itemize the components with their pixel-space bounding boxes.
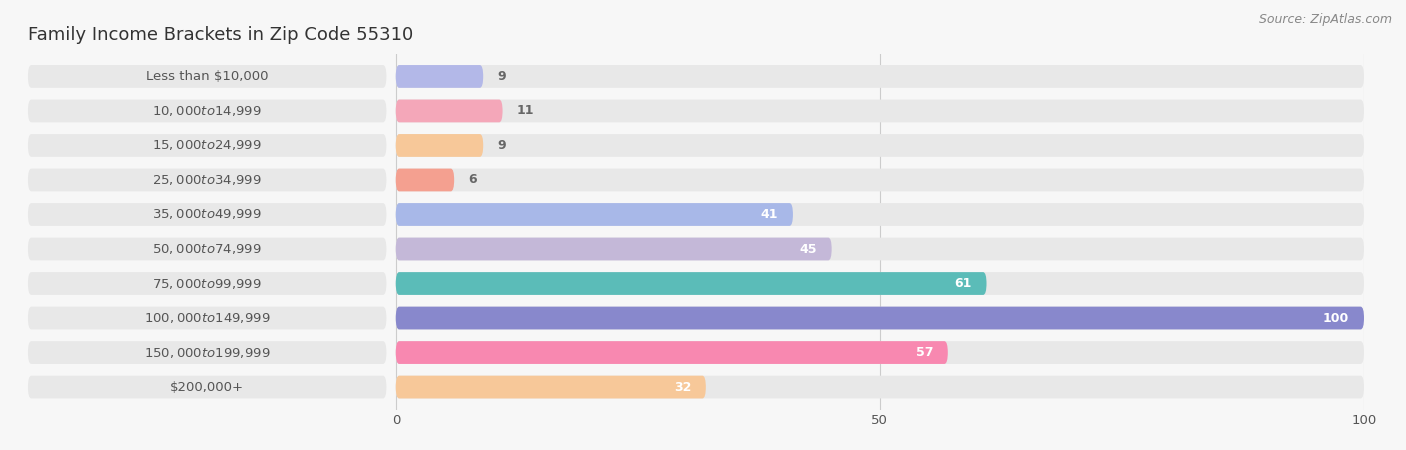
FancyBboxPatch shape	[395, 99, 1364, 122]
FancyBboxPatch shape	[28, 306, 387, 329]
Text: $35,000 to $49,999: $35,000 to $49,999	[152, 207, 262, 221]
FancyBboxPatch shape	[28, 376, 387, 398]
FancyBboxPatch shape	[395, 272, 1364, 295]
Text: $10,000 to $14,999: $10,000 to $14,999	[152, 104, 262, 118]
FancyBboxPatch shape	[395, 376, 706, 398]
FancyBboxPatch shape	[395, 306, 1364, 329]
Text: 100: 100	[1323, 311, 1350, 324]
Text: Family Income Brackets in Zip Code 55310: Family Income Brackets in Zip Code 55310	[28, 26, 413, 44]
Text: Source: ZipAtlas.com: Source: ZipAtlas.com	[1258, 14, 1392, 27]
FancyBboxPatch shape	[395, 238, 832, 261]
FancyBboxPatch shape	[395, 341, 1364, 364]
Text: $50,000 to $74,999: $50,000 to $74,999	[152, 242, 262, 256]
Text: $150,000 to $199,999: $150,000 to $199,999	[143, 346, 270, 360]
FancyBboxPatch shape	[395, 341, 948, 364]
FancyBboxPatch shape	[28, 134, 387, 157]
Text: 45: 45	[800, 243, 817, 256]
Text: Less than $10,000: Less than $10,000	[146, 70, 269, 83]
FancyBboxPatch shape	[28, 203, 387, 226]
Text: 11: 11	[517, 104, 534, 117]
FancyBboxPatch shape	[28, 341, 387, 364]
FancyBboxPatch shape	[395, 65, 1364, 88]
Text: 32: 32	[673, 381, 692, 394]
FancyBboxPatch shape	[28, 65, 387, 88]
FancyBboxPatch shape	[395, 272, 987, 295]
FancyBboxPatch shape	[395, 169, 1364, 191]
FancyBboxPatch shape	[395, 169, 454, 191]
Text: 9: 9	[498, 70, 506, 83]
Text: $15,000 to $24,999: $15,000 to $24,999	[152, 139, 262, 153]
FancyBboxPatch shape	[395, 376, 1364, 398]
FancyBboxPatch shape	[28, 169, 387, 191]
FancyBboxPatch shape	[395, 65, 484, 88]
Text: $200,000+: $200,000+	[170, 381, 245, 394]
FancyBboxPatch shape	[395, 203, 793, 226]
Text: $75,000 to $99,999: $75,000 to $99,999	[152, 276, 262, 291]
FancyBboxPatch shape	[395, 134, 1364, 157]
FancyBboxPatch shape	[28, 238, 387, 261]
Text: 9: 9	[498, 139, 506, 152]
FancyBboxPatch shape	[28, 272, 387, 295]
FancyBboxPatch shape	[395, 238, 1364, 261]
Text: 41: 41	[761, 208, 779, 221]
Text: $100,000 to $149,999: $100,000 to $149,999	[143, 311, 270, 325]
Text: $25,000 to $34,999: $25,000 to $34,999	[152, 173, 262, 187]
FancyBboxPatch shape	[395, 134, 484, 157]
FancyBboxPatch shape	[395, 203, 1364, 226]
FancyBboxPatch shape	[395, 99, 502, 122]
FancyBboxPatch shape	[395, 306, 1364, 329]
Text: 57: 57	[915, 346, 934, 359]
Text: 6: 6	[468, 174, 477, 186]
FancyBboxPatch shape	[28, 99, 387, 122]
Text: 61: 61	[955, 277, 972, 290]
